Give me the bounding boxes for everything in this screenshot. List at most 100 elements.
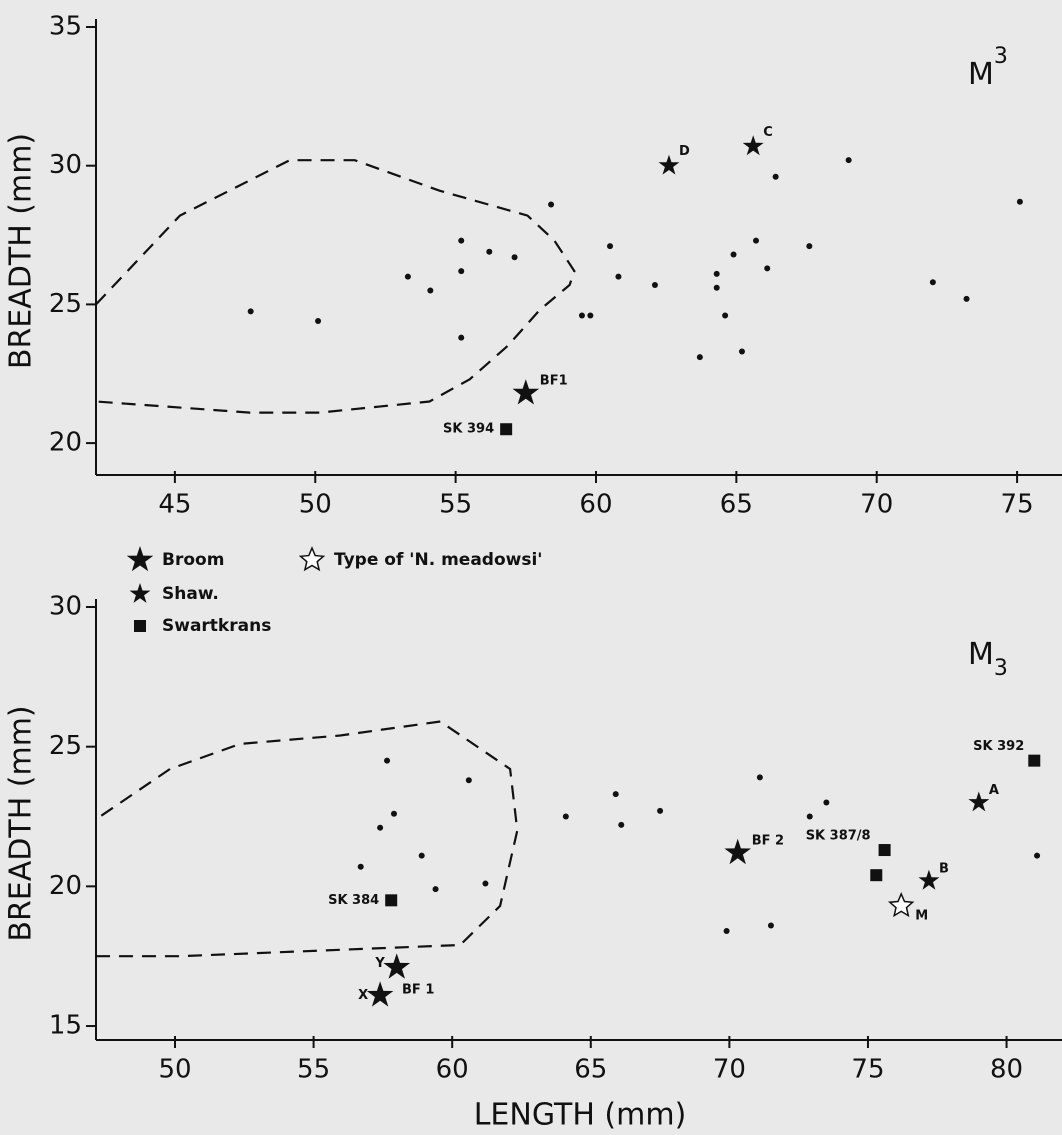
dot: [823, 799, 830, 806]
range-outline: [95, 720, 519, 958]
open-star-marker: [298, 546, 326, 572]
panel-letter: M: [968, 637, 994, 672]
point-label: BF 2: [752, 833, 784, 848]
dot: [929, 279, 936, 286]
dot: [1016, 198, 1023, 205]
dot: [486, 248, 493, 255]
star-marker: [512, 379, 540, 405]
panel-label: M3: [968, 637, 1008, 682]
point-label: C: [763, 125, 773, 140]
square-marker: [878, 844, 891, 857]
x-tick-label: 60: [579, 490, 612, 520]
x-tick-label: 50: [299, 490, 332, 520]
point-label: SK 392: [973, 739, 1024, 754]
square-marker: [870, 869, 883, 882]
dot: [247, 308, 254, 315]
dot: [1034, 852, 1041, 859]
y-axis-label: BREADTH (mm): [4, 705, 39, 941]
x-tick-label: 80: [990, 1055, 1023, 1085]
x-tick-label: 50: [158, 1055, 191, 1085]
star-marker: [918, 869, 940, 890]
square-marker: [385, 894, 398, 907]
point-label: A: [989, 783, 999, 798]
dot: [756, 774, 763, 781]
point-label: Y: [374, 956, 385, 971]
point-label: SK 394: [443, 422, 494, 437]
panel-letter: M: [968, 57, 994, 92]
x-tick-label: 70: [713, 1055, 746, 1085]
point-label: SK 387/8: [806, 829, 871, 844]
range-outline: [95, 159, 576, 414]
dot: [427, 287, 434, 294]
x-tick-label: 55: [439, 490, 472, 520]
dot: [753, 237, 760, 244]
dot: [432, 886, 439, 893]
dot: [723, 928, 730, 935]
dot: [418, 852, 425, 859]
dot: [722, 312, 729, 319]
dot: [548, 201, 555, 208]
dot: [696, 354, 703, 361]
legend-label: Shaw.: [162, 584, 219, 604]
star-marker: [724, 838, 751, 865]
x-tick-label: 45: [158, 490, 191, 520]
square-marker: [134, 620, 146, 632]
dot: [458, 334, 465, 341]
point-label: BF1: [540, 374, 568, 389]
dot: [482, 880, 489, 887]
x-tick-label: 65: [720, 490, 753, 520]
point-label: M: [915, 908, 928, 923]
star-marker: [383, 953, 411, 979]
point-label: BF 1: [402, 983, 434, 998]
panel-index: 3: [994, 44, 1008, 69]
star-marker: [126, 546, 154, 572]
y-tick-label: 25: [49, 289, 82, 319]
point-label: SK 384: [328, 893, 379, 908]
dot: [767, 922, 774, 929]
star-marker: [742, 135, 764, 156]
x-tick-label: 55: [297, 1055, 330, 1085]
dot: [315, 318, 322, 325]
dot: [772, 173, 779, 180]
dot: [465, 777, 472, 784]
x-tick-label: 75: [1001, 490, 1034, 520]
y-tick-label: 20: [49, 871, 82, 901]
dot: [458, 268, 465, 275]
dot: [764, 265, 771, 272]
dot: [738, 348, 745, 355]
dot: [578, 312, 585, 319]
x-tick-label: 65: [574, 1055, 607, 1085]
x-tick-label: 70: [860, 490, 893, 520]
y-tick-label: 15: [49, 1011, 82, 1041]
dot: [404, 273, 411, 280]
dot: [845, 157, 852, 164]
x-tick-label: 75: [851, 1055, 884, 1085]
star-marker: [366, 981, 394, 1007]
open-star-marker: [887, 891, 915, 918]
x-tick-label: 60: [436, 1055, 469, 1085]
point-label: B: [939, 861, 949, 876]
dot: [612, 791, 619, 798]
x-axis-label: LENGTH (mm): [474, 1098, 687, 1133]
dot: [615, 273, 622, 280]
dot: [730, 251, 737, 258]
dot: [562, 813, 569, 820]
dot: [713, 284, 720, 291]
y-tick-label: 20: [49, 428, 82, 458]
dot: [806, 243, 813, 250]
dot: [713, 270, 720, 277]
dot: [384, 757, 391, 764]
y-axis-label: BREADTH (mm): [4, 133, 39, 369]
dot: [458, 237, 465, 244]
dot: [651, 281, 658, 288]
dot: [657, 807, 664, 814]
square-marker: [500, 423, 513, 436]
legend-label: Broom: [162, 550, 224, 570]
panel-label: M3: [968, 44, 1008, 92]
dot: [618, 821, 625, 828]
dot: [511, 254, 518, 261]
dot: [806, 813, 813, 820]
y-tick-label: 35: [49, 12, 82, 42]
